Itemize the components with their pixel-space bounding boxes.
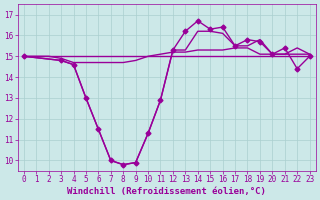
X-axis label: Windchill (Refroidissement éolien,°C): Windchill (Refroidissement éolien,°C) (67, 187, 266, 196)
